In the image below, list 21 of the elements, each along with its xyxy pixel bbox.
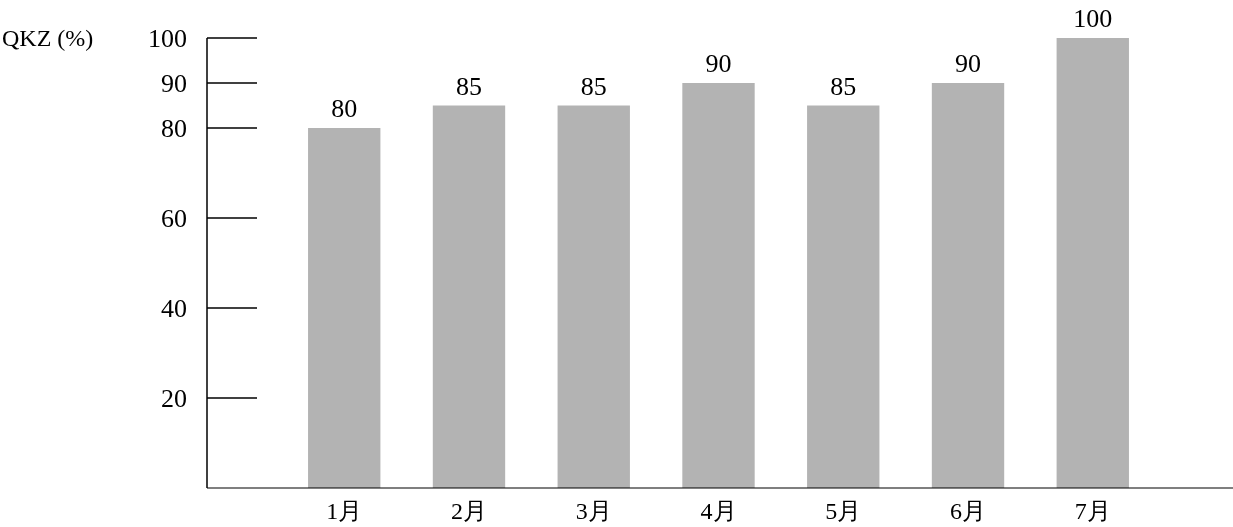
y-tick-label: 20: [161, 383, 187, 413]
x-tick-label: 3月: [575, 498, 612, 524]
x-tick-label: 1月: [326, 498, 363, 524]
data-label: 90: [705, 49, 732, 78]
x-tick-label: 4月: [700, 498, 737, 524]
y-axis-title: QKZ (%): [2, 25, 94, 51]
x-tick-label: 6月: [950, 498, 987, 524]
y-tick-label: 90: [161, 68, 187, 98]
data-label: 85: [580, 71, 607, 101]
data-label: 100: [1073, 4, 1113, 33]
data-label: 85: [455, 71, 482, 101]
y-tick-label: 80: [161, 113, 187, 143]
data-label: 80: [331, 94, 358, 123]
y-tick-label: 100: [148, 23, 187, 53]
data-label: 85: [830, 71, 857, 101]
x-tick-label: 7月: [1074, 498, 1111, 524]
x-tick-label: 5月: [825, 498, 862, 524]
y-tick-label: 60: [161, 203, 187, 233]
y-tick-label: 40: [161, 293, 187, 323]
data-label: 90: [955, 49, 982, 78]
x-tick-label: 2月: [450, 498, 487, 524]
